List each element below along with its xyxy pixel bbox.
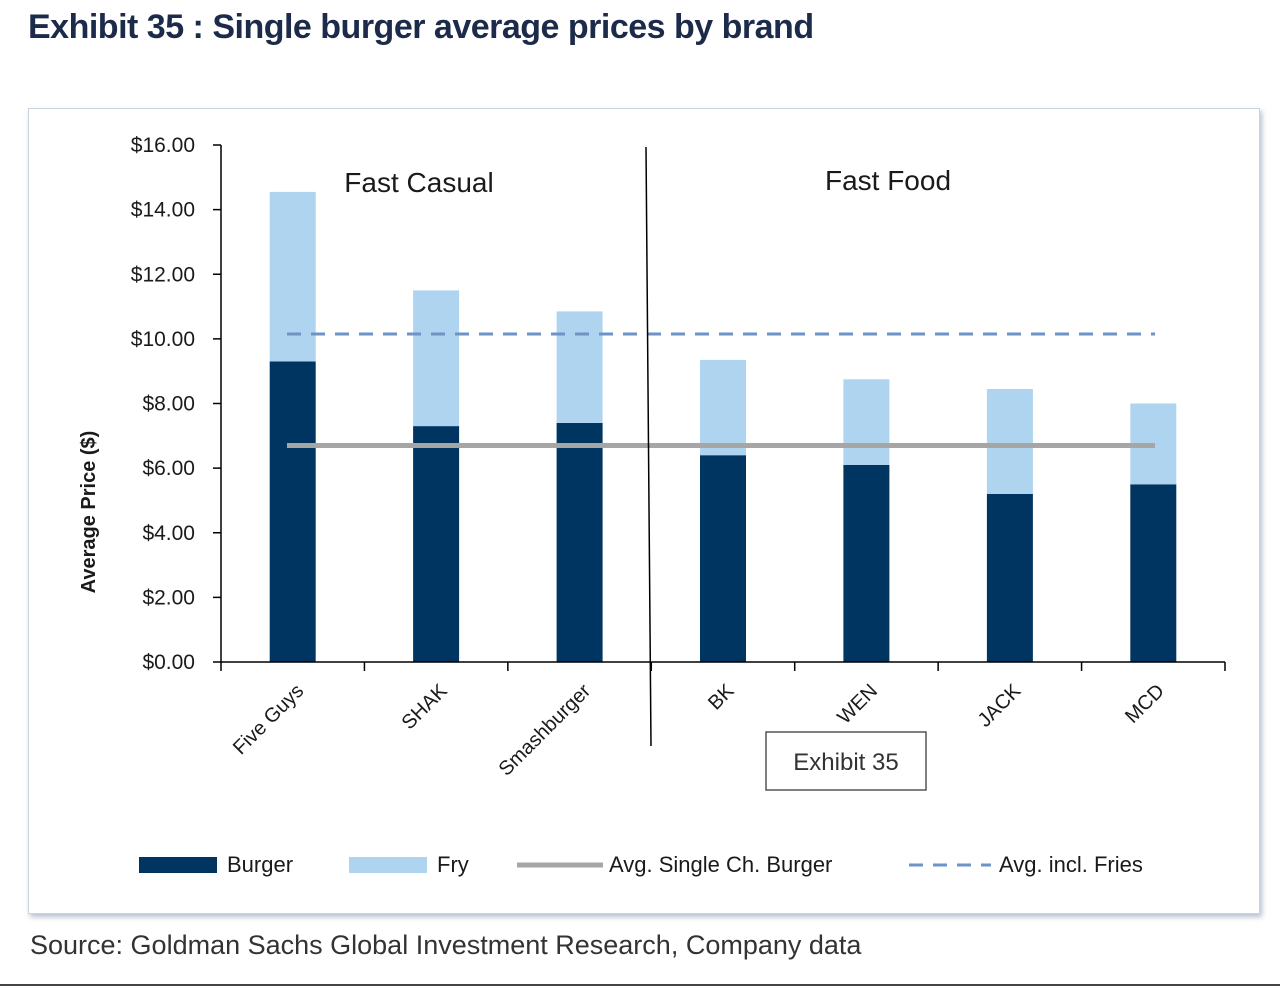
y-tick-label: $4.00 <box>142 522 195 545</box>
bar-burger-jack <box>986 494 1033 662</box>
bar-burger-mcd <box>1130 484 1177 662</box>
y-axis-title: Average Price ($) <box>78 431 100 594</box>
x-category-label: WEN <box>833 680 882 729</box>
y-tick-label: $10.00 <box>131 328 195 351</box>
group-label-fast-casual: Fast Casual <box>344 167 493 198</box>
bar-fry-shak <box>413 290 460 427</box>
group-divider <box>645 146 652 747</box>
x-category-label: Five Guys <box>229 680 308 759</box>
legend-fry-swatch <box>349 857 427 873</box>
bar-fry-five-guys <box>269 191 316 362</box>
y-tick-label: $14.00 <box>131 199 195 222</box>
x-category-label: MCD <box>1121 680 1169 728</box>
y-tick-label: $12.00 <box>131 263 195 286</box>
group-label-fast-food: Fast Food <box>825 165 951 196</box>
bar-burger-smashburger <box>556 422 603 662</box>
legend-avg-burger-label: Avg. Single Ch. Burger <box>609 852 832 877</box>
bar-fry-bk <box>700 359 746 456</box>
bar-burger-bk <box>700 455 746 662</box>
legend-avg-fries-label: Avg. incl. Fries <box>999 852 1143 877</box>
annotation-callout: Exhibit 35 <box>765 731 927 791</box>
x-category-label: JACK <box>974 680 1026 732</box>
legend-fry-label: Fry <box>437 852 469 877</box>
legend: Burger Fry Avg. Single Ch. Burger Avg. i… <box>139 852 1143 877</box>
exhibit-title: Exhibit 35 : Single burger average price… <box>28 8 814 46</box>
annotation-text: Exhibit 35 <box>793 749 898 776</box>
legend-burger-label: Burger <box>227 852 293 877</box>
x-category-label: SHAK <box>398 680 453 735</box>
y-tick-label: $2.00 <box>142 586 195 609</box>
y-tick-label: $6.00 <box>142 457 195 480</box>
bar-chart: $0.00 $2.00 $4.00 $6.00 $8.00 $10.00 $12.00 $14… <box>78 134 1226 877</box>
chart-frame: $0.00 $2.00 $4.00 $6.00 $8.00 $10.00 $12.00 $14… <box>28 108 1260 914</box>
bar-burger-wen <box>843 464 890 662</box>
bar-burger-five-guys <box>269 361 316 662</box>
y-tick-label: $16.00 <box>131 134 195 157</box>
bar-fry-jack <box>986 389 1033 494</box>
legend-burger-swatch <box>139 857 217 873</box>
annotation-box <box>765 731 927 791</box>
y-tick-label: $8.00 <box>142 393 195 416</box>
bar-fry-smashburger <box>556 311 603 423</box>
x-category-label: BK <box>704 680 739 715</box>
bottom-rule <box>0 984 1280 986</box>
bar-fry-wen <box>843 379 890 465</box>
x-category-label: Smashburger <box>495 680 596 781</box>
bar-burger-shak <box>413 426 460 662</box>
y-tick-label: $0.00 <box>142 651 195 674</box>
source-note: Source: Goldman Sachs Global Investment … <box>30 930 862 960</box>
